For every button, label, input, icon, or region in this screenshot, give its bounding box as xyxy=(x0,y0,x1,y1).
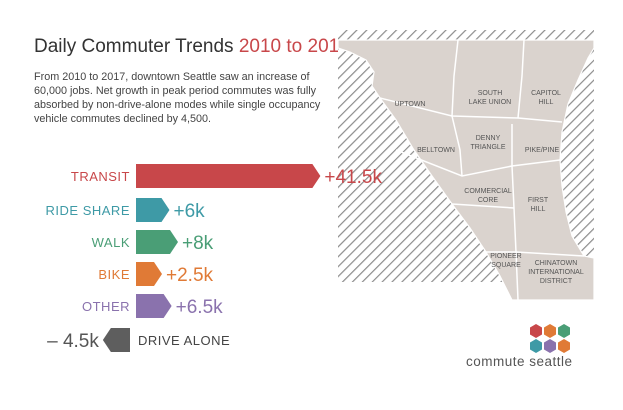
bar-label-drive-alone: DRIVE ALONE xyxy=(138,333,230,348)
bar-label-transit: TRANSIT xyxy=(71,169,130,184)
bar-value-walk: +8k xyxy=(182,233,214,254)
label-chinatown-2: INTERNATIONAL xyxy=(528,269,584,276)
logo-hex-3 xyxy=(558,324,570,338)
label-first-hill-2: HILL xyxy=(531,206,546,213)
bar-label-ride-share: RIDE SHARE xyxy=(46,203,130,218)
commute-seattle-logo-icon xyxy=(530,324,570,353)
label-commercial-core-1: COMMERCIAL xyxy=(464,188,512,195)
logo-hex-4 xyxy=(530,339,542,353)
bar-value-ride-share: +6k xyxy=(174,201,206,222)
logo-hex-1 xyxy=(530,324,542,338)
map-land xyxy=(337,39,595,301)
label-capitol-hill-1: CAPITOL xyxy=(531,90,561,97)
page-title: Daily Commuter Trends 2010 to 2017 xyxy=(34,36,350,57)
logo-hex-5 xyxy=(544,339,556,353)
label-capitol-hill-2: HILL xyxy=(539,99,554,106)
bar-transit xyxy=(136,164,321,188)
map-labels: UPTOWN SOUTH LAKE UNION CAPITOL HILL BELLT… xyxy=(395,90,584,285)
description-text: From 2010 to 2017, downtown Seattle saw … xyxy=(34,71,321,125)
label-south-lake-union-2: LAKE UNION xyxy=(469,99,511,106)
bar-ride-share xyxy=(136,198,170,222)
label-pike-pine: PIKE/PINE xyxy=(525,147,560,154)
label-denny-triangle-1: DENNY xyxy=(476,135,501,142)
map-borders xyxy=(379,39,585,301)
bar-drive-alone xyxy=(102,328,130,352)
bar-bike xyxy=(136,262,162,286)
bar-other xyxy=(136,294,172,318)
label-chinatown-1: CHINATOWN xyxy=(535,260,578,267)
label-chinatown-3: DISTRICT xyxy=(540,278,573,285)
bar-value-other: +6.5k xyxy=(176,297,224,318)
bar-value-bike: +2.5k xyxy=(166,265,214,286)
label-pioneer-square-2: SQUARE xyxy=(491,262,521,269)
label-pioneer-square-1: PIONEER xyxy=(490,253,522,260)
bar-label-other: OTHER xyxy=(82,299,130,314)
logo-text: commute seattle xyxy=(466,354,573,369)
label-uptown: UPTOWN xyxy=(395,101,426,108)
label-belltown: BELLTOWN xyxy=(417,147,455,154)
bar-walk xyxy=(136,230,178,254)
logo-hex-6 xyxy=(558,339,570,353)
bar-value-drive-alone: – 4.5k xyxy=(47,331,99,352)
logo-hex-2 xyxy=(544,324,556,338)
label-commercial-core-2: CORE xyxy=(478,197,499,204)
label-south-lake-union-1: SOUTH xyxy=(478,90,503,97)
label-denny-triangle-2: TRIANGLE xyxy=(470,144,505,151)
bar-value-transit: +41.5k xyxy=(324,167,382,188)
label-first-hill-1: FIRST xyxy=(528,197,549,204)
bar-label-bike: BIKE xyxy=(98,267,130,282)
bar-label-walk: WALK xyxy=(92,235,130,250)
